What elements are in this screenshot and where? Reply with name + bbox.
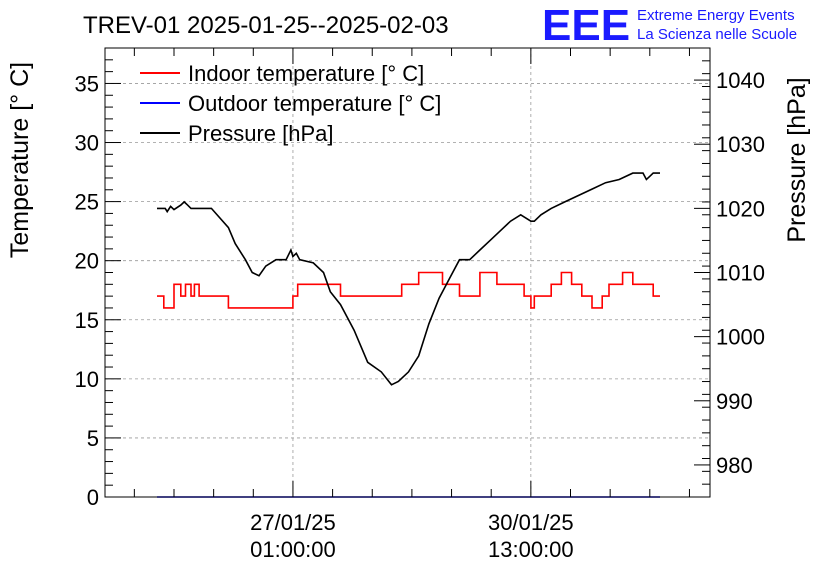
chart-title: TREV-01 2025-01-25--2025-02-03 [83,12,449,39]
y-tick-label: 0 [87,485,99,510]
y2-tick-label: 1010 [716,261,765,286]
logo-line-2: La Scienza nelle Scuole [637,26,797,43]
logo-line-1: Extreme Energy Events [637,7,795,24]
y-tick-label: 10 [75,367,99,392]
y2-tick-label: 980 [716,453,753,478]
series-line-0 [157,271,660,309]
y-tick-label: 25 [75,190,99,215]
y2-tick-label: 1000 [716,325,765,350]
eee-logo: EEE Extreme Energy Events La Scienza nel… [542,1,797,50]
legend-label: Outdoor temperature [° C] [188,91,441,116]
series-layer [157,172,660,498]
legend-label: Pressure [hPa] [188,121,334,146]
x-tick-time: 01:00:00 [250,537,336,562]
legend-label: Indoor temperature [° C] [188,61,424,86]
x-tick-date: 27/01/25 [250,510,336,535]
x-tick-time: 13:00:00 [488,537,574,562]
y-axis-label: Temperature [° C] [6,62,34,258]
y2-tick-label: 1020 [716,196,765,221]
y-tick-label: 5 [87,426,99,451]
y2-tick-label: 1040 [716,68,765,93]
y-tick-label: 20 [75,249,99,274]
legend: Indoor temperature [° C] Outdoor temperat… [140,61,441,146]
grid [105,48,710,497]
y2-tick-label: 990 [716,389,753,414]
logo-mark: EEE [542,1,630,50]
y-tick-label: 35 [75,71,99,96]
axes: 0 5 10 15 20 25 30 35 980 990 1000 1010 1020 1030 1040… [75,47,765,562]
y2-axis-label: Pressure [hPa] [783,77,811,242]
y-tick-label: 15 [75,308,99,333]
y-tick-label: 30 [75,131,99,156]
series-line-2 [157,172,660,386]
x-tick-date: 30/01/25 [488,510,574,535]
y2-tick-label: 1030 [716,132,765,157]
